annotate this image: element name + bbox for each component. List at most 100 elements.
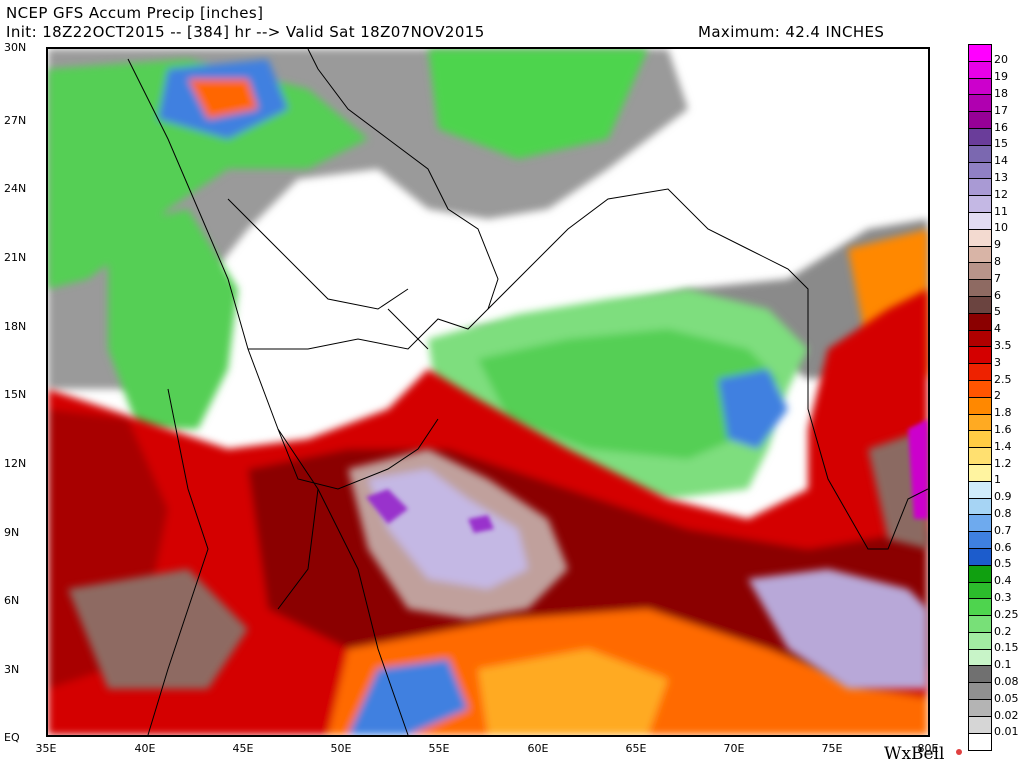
legend-swatch	[969, 431, 991, 449]
legend-swatch	[969, 599, 991, 617]
init-valid-line: Init: 18Z22OCT2015 -- [384] hr --> Valid…	[6, 23, 485, 41]
legend-swatch	[969, 196, 991, 213]
legend-swatch	[969, 666, 991, 684]
maximum-label: Maximum: 42.4 INCHES	[698, 23, 885, 41]
legend-label: 0.01	[994, 725, 1019, 739]
lat-label: 18N	[4, 320, 27, 333]
legend-label: 14	[994, 154, 1008, 168]
legend-swatch	[969, 481, 991, 499]
legend-label: 0.2	[994, 624, 1012, 638]
legend-swatch	[969, 498, 991, 516]
legend-swatch	[969, 548, 991, 566]
legend-swatch	[969, 716, 991, 734]
legend-label: 19	[994, 70, 1008, 84]
legend-swatch	[969, 364, 991, 381]
legend-swatch	[969, 330, 991, 348]
legend-swatch	[969, 263, 991, 281]
legend-swatch	[969, 448, 991, 465]
legend-label: 10	[994, 221, 1008, 235]
legend-label: 8	[994, 255, 1001, 268]
lon-label: 60E	[527, 742, 549, 755]
lon-label: 55E	[428, 742, 450, 755]
legend-swatch	[969, 632, 991, 650]
legend-label: 1.8	[994, 406, 1012, 420]
legend-label: 20	[994, 53, 1008, 67]
logo-dot-icon	[956, 749, 962, 755]
legend-swatch	[969, 229, 991, 247]
legend-label: 3.5	[994, 339, 1012, 352]
lat-label: 30N	[4, 41, 27, 54]
legend-swatch	[969, 313, 991, 331]
legend-label: 6	[994, 288, 1001, 302]
legend-label: 0.3	[994, 591, 1012, 604]
legend-label: 0.02	[994, 708, 1019, 722]
legend-label: 0.5	[994, 557, 1012, 571]
legend-label: 16	[994, 120, 1008, 134]
legend-label: 0.4	[994, 574, 1012, 588]
legend-label: 0.6	[994, 540, 1012, 554]
legend-label: 0.08	[994, 675, 1019, 688]
lat-label: 3N	[4, 663, 20, 676]
legend-swatch	[969, 414, 991, 432]
legend-swatch	[969, 347, 991, 365]
legend-swatch	[969, 296, 991, 314]
legend-label: 0.1	[994, 658, 1012, 672]
legend-swatch	[969, 61, 991, 79]
legend-label: 17	[994, 103, 1008, 117]
legend-label: 12	[994, 187, 1008, 201]
legend-swatch	[969, 616, 991, 633]
lon-label: 80E	[917, 742, 939, 755]
precip-map	[46, 47, 930, 737]
legend-label: 0.9	[994, 490, 1012, 504]
lon-label: 65E	[625, 742, 647, 755]
lon-label: 35E	[35, 742, 57, 755]
color-scale-legend	[968, 44, 992, 752]
legend-swatch	[969, 565, 991, 583]
legend-swatch	[969, 464, 991, 482]
legend-swatch	[969, 78, 991, 96]
legend-swatch	[969, 380, 991, 398]
legend-label: 3	[994, 355, 1001, 369]
legend-swatch	[969, 733, 991, 751]
legend-swatch	[969, 128, 991, 146]
lat-label: 6N	[4, 594, 20, 607]
legend-label: 2.5	[994, 372, 1012, 386]
lon-label: 50E	[330, 742, 352, 755]
lat-label: 24N	[4, 182, 27, 195]
legend-swatch	[969, 280, 991, 297]
legend-swatch	[969, 683, 991, 701]
legend-label: 1.2	[994, 456, 1012, 470]
legend-swatch	[969, 145, 991, 163]
legend-swatch	[969, 112, 991, 129]
lon-label: 70E	[723, 742, 745, 755]
legend-label: 7	[994, 271, 1001, 285]
legend-label: 1	[994, 473, 1001, 487]
legend-swatch	[969, 162, 991, 180]
legend-swatch	[969, 515, 991, 533]
legend-swatch	[969, 532, 991, 549]
legend-swatch	[969, 649, 991, 667]
legend-swatch	[969, 246, 991, 264]
legend-label: 1.4	[994, 439, 1012, 453]
legend-swatch	[969, 212, 991, 230]
precip-field	[48, 49, 928, 735]
lon-label: 45E	[232, 742, 254, 755]
legend-swatch	[969, 397, 991, 415]
legend-label: 0.15	[994, 641, 1019, 655]
legend-swatch	[969, 700, 991, 717]
legend-label: 11	[994, 204, 1008, 218]
legend-swatch	[969, 179, 991, 197]
lat-label: EQ	[4, 731, 20, 744]
legend-label: 0.05	[994, 691, 1019, 705]
legend-label: 2	[994, 389, 1001, 403]
legend-swatch	[969, 45, 991, 62]
legend-label: 18	[994, 87, 1008, 100]
wxbell-logo: WxBell	[884, 744, 945, 764]
legend-label: 0.25	[994, 607, 1019, 621]
lat-label: 15N	[4, 388, 27, 401]
legend-label: 9	[994, 238, 1001, 252]
legend-label: 5	[994, 305, 1001, 319]
legend-label: 13	[994, 171, 1008, 184]
legend-label: 0.7	[994, 523, 1012, 537]
lat-label: 9N	[4, 526, 20, 539]
